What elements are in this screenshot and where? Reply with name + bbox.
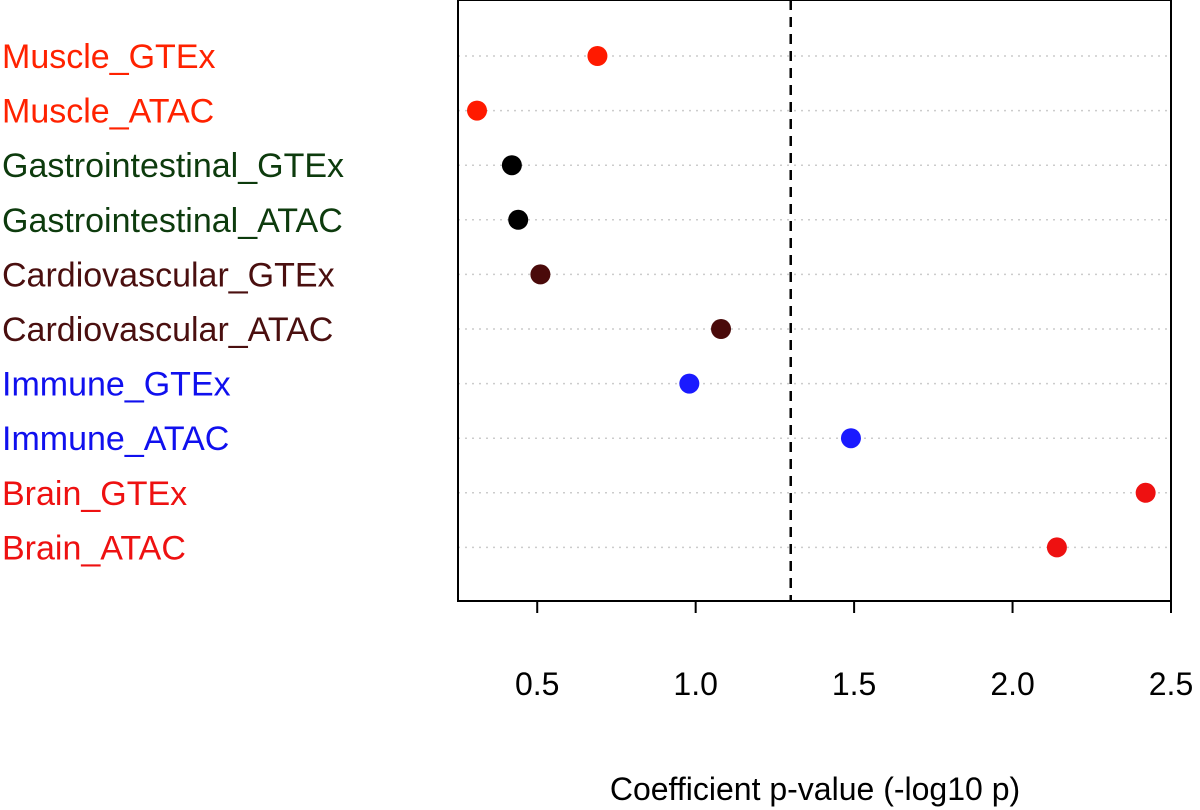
category-label: Brain_GTEx <box>2 475 187 513</box>
category-label: Immune_ATAC <box>2 420 229 458</box>
data-point <box>501 155 522 176</box>
category-label: Brain_ATAC <box>2 529 186 567</box>
category-label: Cardiovascular_ATAC <box>2 311 333 349</box>
x-axis: 0.5 1.0 1.5 2.0 2.5 <box>515 601 1193 702</box>
data-points <box>467 46 1156 558</box>
x-tick-label: 1.0 <box>673 666 717 702</box>
category-labels: Muscle_GTEx Muscle_ATAC Gastrointestinal_G… <box>2 38 344 567</box>
plot-frame <box>457 0 1172 602</box>
data-point <box>679 373 700 394</box>
data-point <box>1046 537 1067 558</box>
x-tick-label: 0.5 <box>515 666 559 702</box>
grid-lines <box>458 55 1171 549</box>
data-point <box>587 46 608 66</box>
x-tick-label: 2.0 <box>990 666 1034 702</box>
data-point <box>530 264 551 285</box>
data-point <box>508 209 529 230</box>
data-point <box>840 428 861 449</box>
category-label: Muscle_ATAC <box>2 93 214 131</box>
data-point <box>1135 482 1156 503</box>
x-tick-label: 1.5 <box>832 666 876 702</box>
x-tick-label: 2.5 <box>1149 666 1193 702</box>
x-axis-title: Coefficient p-value (-log10 p) <box>610 771 1020 807</box>
category-label: Immune_GTEx <box>2 366 231 404</box>
data-point <box>467 100 488 121</box>
category-label: Cardiovascular_GTEx <box>2 256 335 294</box>
data-point <box>711 319 732 339</box>
category-label: Gastrointestinal_ATAC <box>2 202 343 240</box>
category-label: Gastrointestinal_GTEx <box>2 147 344 185</box>
category-label: Muscle_GTEx <box>2 38 216 76</box>
